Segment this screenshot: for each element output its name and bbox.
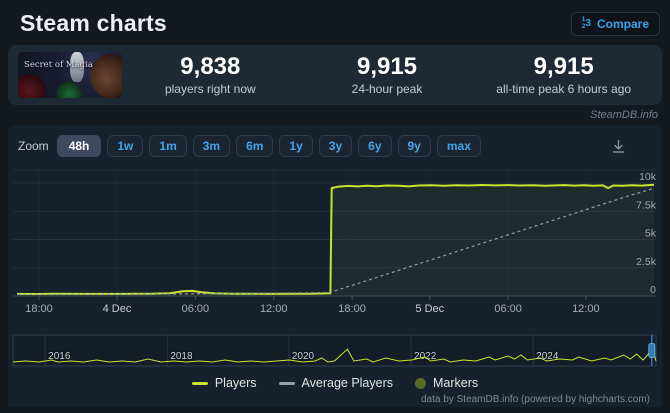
stat-current-players-label: players right now	[164, 81, 256, 96]
stat-24h-peak-label: 24-hour peak	[351, 81, 423, 96]
stat-alltime-peak: 9,915 all-time peak 6 hours ago	[475, 53, 652, 96]
legend-label: Average Players	[301, 376, 394, 390]
series-area-players	[17, 184, 654, 296]
zoom-label: Zoom	[18, 139, 49, 153]
legend-label: Markers	[433, 376, 479, 390]
chart-toolbar: Zoom 48h 1w 1m 3m 6m 1y 3y 6y 9y max	[8, 133, 662, 159]
navigator-year-label: 2016	[48, 351, 71, 362]
stat-alltime-peak-label: all-time peak 6 hours ago	[496, 81, 632, 96]
chart-legend: Players Average Players Markers	[8, 373, 662, 393]
capsule-art-green-slime	[56, 82, 82, 98]
x-axis-label: 4 Dec	[103, 303, 132, 315]
legend-label: Players	[214, 376, 257, 390]
series-line-players	[16, 183, 655, 295]
x-axis-label: 18:00	[338, 303, 366, 315]
capsule-art-antler-monster	[90, 54, 122, 98]
stat-current-players: 9,838 players right now	[122, 53, 299, 96]
navigator-handle[interactable]	[648, 343, 656, 358]
y-axis-label: 5k	[645, 228, 657, 240]
x-axis-label: 12:00	[572, 303, 600, 315]
legend-item-average-players[interactable]: Average Players	[278, 376, 394, 390]
zoom-range-1m[interactable]: 1m	[149, 135, 187, 157]
stats-panel: Secret of Magia 9,838 players right now …	[8, 45, 662, 105]
x-axis-label: 06:00	[182, 303, 210, 315]
navigator-year-label: 2024	[536, 351, 559, 362]
legend-swatch	[191, 381, 208, 385]
y-axis-label: 0	[650, 284, 656, 296]
y-axis-label: 7.5k	[636, 199, 657, 211]
zoom-range-3m[interactable]: 3m	[192, 135, 231, 157]
compare-label: Compare	[596, 16, 649, 31]
x-axis-label: 06:00	[494, 303, 522, 315]
capsule-art-knight	[70, 52, 84, 82]
legend-swatch	[415, 377, 427, 389]
chart-credits: data by SteamDB.info (powered by highcha…	[421, 394, 650, 405]
stat-alltime-peak-value: 9,915	[533, 53, 594, 81]
zoom-range-6y[interactable]: 6y	[358, 135, 392, 157]
download-icon[interactable]	[611, 139, 626, 154]
navigator-year-label: 2022	[414, 351, 437, 362]
game-capsule-title: Secret of Magia	[24, 60, 93, 70]
stat-24h-peak: 9,915 24-hour peak	[299, 53, 476, 96]
legend-item-players[interactable]: Players	[191, 376, 257, 390]
game-capsule[interactable]: Secret of Magia	[18, 52, 122, 98]
stat-24h-peak-value: 9,915	[356, 53, 418, 81]
zoom-range-9y[interactable]: 9y	[397, 135, 431, 157]
stat-current-players-value: 9,838	[180, 53, 241, 81]
page-title: Steam charts	[20, 10, 167, 36]
y-axis-label: 10k	[639, 171, 657, 183]
steamdb-watermark: SteamDB.info	[590, 109, 658, 121]
navigator-year-label: 2020	[292, 351, 315, 362]
capsule-art-red-creature	[18, 74, 46, 98]
zoom-range-3y[interactable]: 3y	[318, 135, 353, 157]
legend-swatch	[278, 381, 295, 385]
x-axis-label: 5 Dec	[415, 303, 444, 315]
series-line-average-players	[16, 187, 655, 296]
zoom-range-1w[interactable]: 1w	[107, 135, 144, 157]
zoom-range-buttons: 48h 1w 1m 3m 6m 1y 3y 6y 9y max	[56, 135, 487, 157]
navigator-year-label: 2018	[170, 351, 193, 362]
x-axis-label: 18:00	[25, 303, 53, 315]
legend-item-markers[interactable]: Markers	[415, 376, 478, 390]
zoom-range-max[interactable]: max	[436, 135, 481, 157]
players-chart[interactable]: 10k 7.5k 5k 2.5k 0 18:00 4 Dec 06:00 12:00 18:00 5…	[10, 167, 660, 371]
zoom-range-1y[interactable]: 1y	[279, 135, 313, 157]
zoom-range-48h[interactable]: 48h	[56, 135, 102, 157]
x-axis-label: 12:00	[260, 303, 288, 315]
zoom-range-6m[interactable]: 6m	[236, 135, 274, 157]
navigator-series	[12, 347, 657, 363]
y-axis-label: 2.5k	[636, 256, 657, 268]
